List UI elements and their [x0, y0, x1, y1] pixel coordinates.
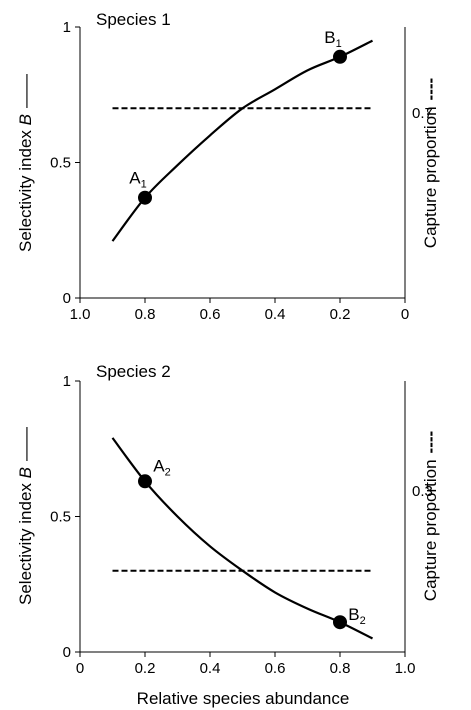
x-tick-label: 0: [76, 660, 84, 677]
chart-species-1: Species 1 Selectivity index B —— Capture …: [16, 10, 440, 323]
y-axis-label-text: Selectivity index: [16, 478, 35, 605]
point-label: A2: [153, 456, 170, 478]
right-value-label: 0.7: [412, 105, 433, 122]
y-tick-label: 0: [63, 290, 71, 307]
y-axis-label: Selectivity index B ——: [16, 74, 35, 252]
point-label: B2: [348, 605, 365, 627]
y-tick-label: 0.5: [50, 155, 71, 172]
x-tick-label: 0.8: [330, 660, 351, 677]
chart-title: Species 2: [96, 362, 171, 381]
x-tick-label: 0.2: [330, 306, 351, 323]
y2-axis-label-text: Capture proportion: [421, 459, 440, 601]
y-tick-label: 0: [63, 644, 71, 661]
y-axis-legend-solid: ——: [16, 427, 35, 461]
series-line-selectivity: [111, 437, 374, 640]
y2-axis-legend-dashed: ----: [421, 78, 440, 101]
x-tick-label: 1.0: [395, 660, 416, 677]
data-point-b1: [333, 49, 347, 64]
y-tick-label: 0.5: [50, 509, 71, 526]
y-tick-label: 1: [63, 373, 71, 390]
x-axis-label: Relative species abundance: [137, 689, 350, 708]
x-tick-label: 0.2: [135, 660, 156, 677]
right-value-label: 0.3: [412, 483, 433, 500]
chart-title: Species 1: [96, 10, 171, 29]
y-axis-label: Selectivity index B ——: [16, 427, 35, 605]
x-tick-label: 0.6: [200, 306, 221, 323]
y-axis-label-variable: B: [16, 114, 35, 125]
y-tick-label: 1: [63, 19, 71, 36]
x-tick-label: 0.4: [200, 660, 221, 677]
data-point-a2: [138, 474, 152, 489]
y-axis-legend-solid: ——: [16, 74, 35, 108]
y-axis-label-variable: B: [16, 467, 35, 478]
y2-axis-label-text: Capture proportion: [421, 106, 440, 248]
point-label: B1: [324, 28, 341, 50]
data-point-a1: [138, 190, 152, 205]
series-line-selectivity: [111, 39, 373, 242]
point-label: A1: [129, 169, 146, 191]
x-tick-label: 0.8: [135, 306, 156, 323]
chart-species-2: Species 2 Selectivity index B —— Capture …: [16, 362, 440, 677]
data-point-b2: [333, 615, 347, 630]
x-tick-label: 1.0: [70, 306, 91, 323]
x-tick-label: 0.6: [265, 660, 286, 677]
y2-axis-label: Capture proportion ----: [421, 431, 440, 601]
y2-axis-label: Capture proportion ----: [421, 78, 440, 248]
y2-axis-legend-dashed: ----: [421, 431, 440, 454]
y-axis-label-text: Selectivity index: [16, 125, 35, 252]
x-tick-label: 0.4: [265, 306, 286, 323]
x-tick-label: 0: [401, 306, 409, 323]
